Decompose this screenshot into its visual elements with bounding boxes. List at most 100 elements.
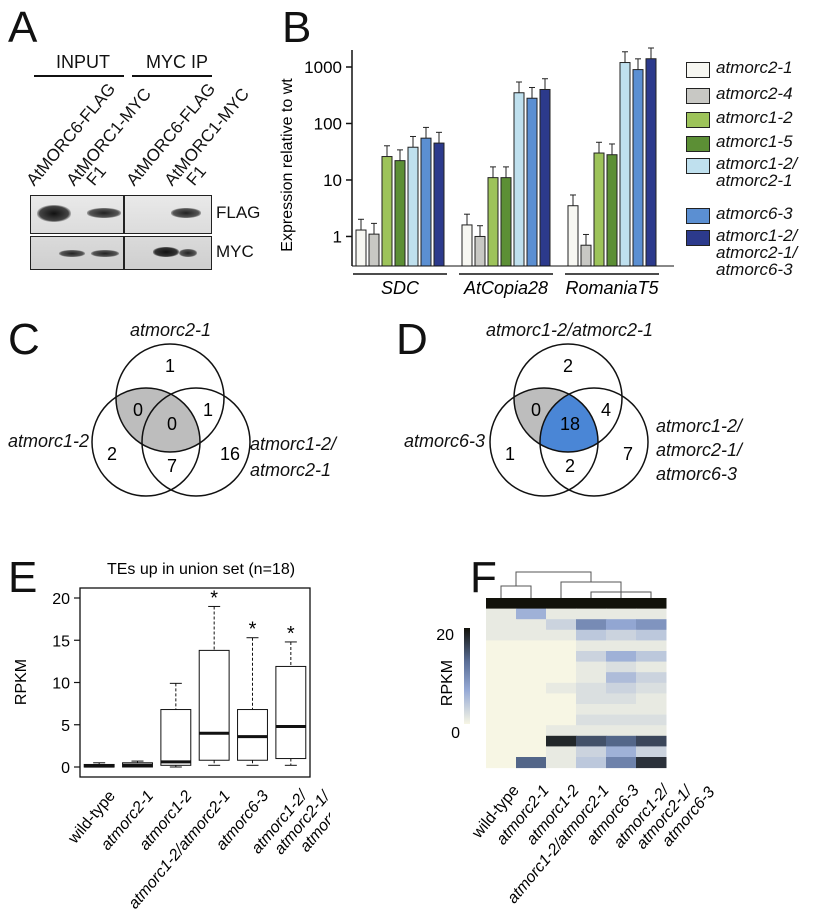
blot-divider — [123, 237, 125, 269]
venn-d-set-left: atmorc6-3 — [404, 431, 486, 451]
myc-ip-group-label: MYC IP — [146, 52, 209, 72]
legend-label: atmorc1-2 — [716, 108, 793, 127]
rpkm-box-plot: TEs up in union set (n=18) RPKM 0 5 10 15 20 * *… — [13, 561, 330, 912]
color-scale-label: RPKM — [439, 660, 456, 706]
bar — [632, 69, 644, 267]
heatmap-cell — [576, 735, 607, 747]
myc-ip-group-underline — [132, 75, 212, 77]
heatmap-cell — [516, 746, 547, 758]
bar — [645, 58, 657, 267]
legend-swatch — [686, 230, 710, 246]
rpkm-heatmap: 200RPKMwild-typeatmorc2-1atmorc1-2atmorc… — [436, 571, 718, 907]
heatmap-cell — [546, 725, 577, 737]
heatmap-cell — [516, 629, 547, 641]
bar — [407, 146, 419, 267]
input-group-label: INPUT — [56, 52, 110, 72]
heatmap-cell — [606, 672, 637, 684]
heatmap-cell — [576, 682, 607, 694]
heatmap-cell — [546, 704, 577, 716]
heatmap-cell — [576, 746, 607, 758]
bar — [526, 97, 538, 267]
heatmap-cell — [636, 757, 667, 769]
heatmap-cell — [546, 714, 577, 726]
heatmap-cell — [546, 693, 577, 705]
heatmap-cell — [606, 619, 637, 631]
venn-count: 1 — [165, 356, 175, 376]
significance-mark: * — [249, 619, 257, 641]
heatmap-cell — [636, 693, 667, 705]
heatmap-cell — [636, 746, 667, 758]
heatmap-cell — [636, 651, 667, 663]
blot-myc — [30, 236, 212, 270]
myc-band-3 — [153, 247, 179, 257]
bar — [606, 154, 618, 267]
heatmap-cell — [606, 704, 637, 716]
heatmap-cell — [486, 704, 517, 716]
y-tick-label: 0 — [61, 760, 70, 777]
heatmap-cell — [576, 598, 607, 610]
heatmap-cell — [516, 682, 547, 694]
heatmap-cell — [546, 608, 577, 620]
heatmap-cell — [486, 725, 517, 737]
heatmap-cell — [486, 682, 517, 694]
heatmap-cell — [516, 619, 547, 631]
bar — [500, 177, 512, 267]
legend-label: atmorc1-5 — [716, 132, 793, 151]
heatmap-cell — [486, 746, 517, 758]
heatmap-cell — [576, 661, 607, 673]
venn-count: 2 — [563, 356, 573, 376]
venn-count: 1 — [505, 444, 515, 464]
heatmap-cell — [546, 661, 577, 673]
y-tick-label: 1 — [333, 227, 342, 246]
legend-label: atmorc2-4 — [716, 84, 793, 103]
legend-swatch — [686, 136, 710, 152]
y-axis-label: Expression relative to wt — [279, 78, 296, 252]
heatmap-cell — [636, 725, 667, 737]
venn-circle — [141, 387, 251, 497]
blot-divider — [123, 196, 125, 233]
expression-bar-chart: Expression relative to wt 1 10 100 1000 SDC At… — [279, 47, 674, 298]
legend-label: atmorc2-1 — [716, 58, 793, 77]
heatmap-cell — [576, 619, 607, 631]
venn-count: 16 — [220, 444, 240, 464]
heatmap-cell — [576, 640, 607, 652]
heatmap-cell — [636, 608, 667, 620]
heatmap-cell — [576, 608, 607, 620]
color-scale-min: 0 — [451, 725, 460, 742]
dendrogram-branch — [500, 585, 532, 598]
venn-circle — [115, 343, 225, 453]
heatmap-cell — [606, 757, 637, 769]
chart-title: TEs up in union set (n=18) — [107, 561, 295, 578]
legend-swatch — [686, 208, 710, 224]
heatmap-cell — [606, 714, 637, 726]
heatmap-cell — [516, 661, 547, 673]
significance-mark: * — [210, 587, 218, 609]
y-tick-label: 15 — [52, 633, 70, 650]
legend-swatch — [686, 62, 710, 78]
y-tick-label: 100 — [314, 114, 342, 133]
heatmap-cell — [516, 672, 547, 684]
box — [198, 649, 230, 761]
heatmap-cell — [606, 682, 637, 694]
venn-count: 0 — [531, 400, 541, 420]
heatmap-cell — [576, 629, 607, 641]
y-tick-label: 10 — [323, 171, 342, 190]
myc-band-1 — [59, 250, 85, 257]
input-group-underline — [34, 75, 124, 77]
heatmap-cell — [486, 608, 517, 620]
heatmap-cell — [576, 714, 607, 726]
heatmap-cell — [576, 672, 607, 684]
heatmap-cell — [486, 661, 517, 673]
venn-count: 1 — [203, 400, 213, 420]
bar — [433, 142, 445, 267]
legend-swatch — [686, 112, 710, 128]
panel-f-letter: F — [470, 553, 497, 602]
bar — [355, 229, 367, 267]
heatmap-cell — [576, 757, 607, 769]
heatmap-cell — [606, 746, 637, 758]
box — [160, 709, 192, 766]
blot-myc-label: MYC — [216, 242, 254, 261]
heatmap-cell — [606, 608, 637, 620]
bar — [381, 156, 393, 267]
heatmap-cell — [606, 693, 637, 705]
